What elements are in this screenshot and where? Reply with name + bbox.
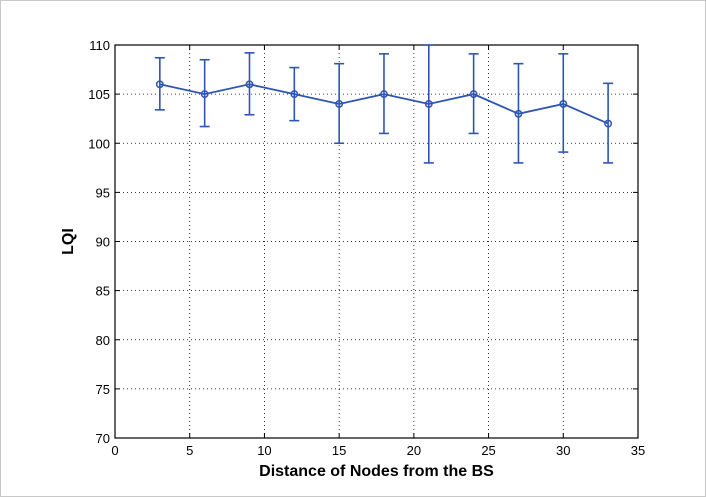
ticks: 0 5 10 15 20 25 30 35 70 75 80 85 90 95 100 105 110 — [88, 38, 645, 458]
data-point — [200, 90, 209, 99]
data-point — [290, 90, 299, 99]
y-tick-label: 105 — [88, 87, 110, 102]
x-tick-label: 25 — [481, 443, 495, 458]
x-tick-label: 10 — [257, 443, 271, 458]
data-point — [424, 100, 433, 108]
data-point — [514, 109, 523, 118]
x-tick-label: 0 — [111, 443, 118, 458]
data-point — [155, 80, 164, 89]
y-tick-label: 85 — [96, 284, 110, 299]
x-tick-label: 5 — [186, 443, 193, 458]
y-tick-label: 110 — [89, 38, 110, 53]
data-series — [154, 44, 614, 164]
y-tick-label: 90 — [96, 235, 110, 250]
data-point — [245, 80, 254, 89]
series-line-0 — [159, 83, 609, 125]
plot-area — [115, 45, 638, 438]
y-axis-label: LQI — [60, 228, 77, 255]
y-tick-label: 95 — [96, 185, 110, 200]
x-tick-label: 30 — [556, 443, 570, 458]
x-axis-label: Distance of Nodes from the BS — [259, 463, 494, 480]
y-tick-label: 70 — [96, 431, 110, 446]
data-point — [604, 119, 613, 128]
data-point — [380, 90, 388, 99]
data-point — [335, 100, 344, 108]
data-point — [469, 90, 478, 99]
grid-lines — [115, 45, 638, 438]
y-tick-label: 80 — [96, 333, 110, 348]
x-tick-label: 35 — [631, 443, 645, 458]
y-tick-label: 100 — [88, 136, 110, 151]
y-tick-label: 75 — [96, 382, 110, 397]
x-tick-label: 20 — [407, 443, 421, 458]
data-point — [559, 100, 568, 108]
x-tick-label: 15 — [332, 443, 346, 458]
